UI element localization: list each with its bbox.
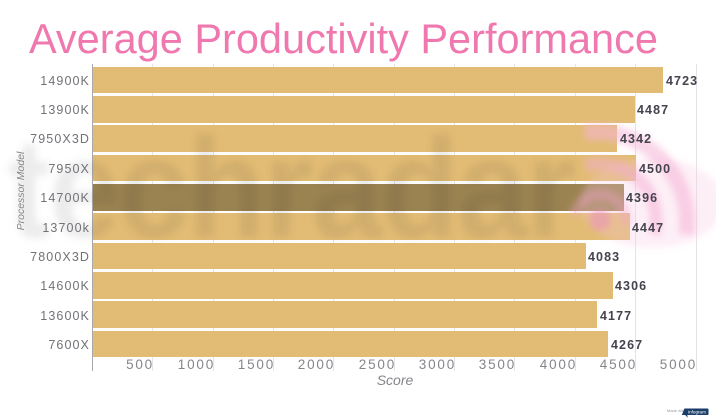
- svg-text:infogram: infogram: [688, 410, 706, 415]
